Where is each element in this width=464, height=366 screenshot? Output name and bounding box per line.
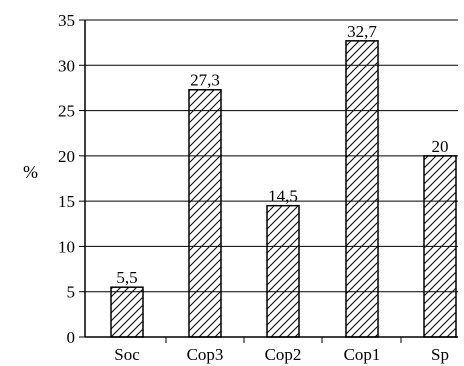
data-label: 20 bbox=[432, 137, 449, 156]
bars bbox=[110, 40, 457, 338]
y-tick-label: 35 bbox=[58, 11, 75, 30]
y-axis-label: % bbox=[23, 162, 38, 182]
bar-cop1 bbox=[345, 40, 379, 338]
x-category-label: Cop2 bbox=[265, 345, 302, 364]
axes bbox=[79, 19, 458, 343]
y-tick-label: 5 bbox=[67, 283, 76, 302]
bar-cop2 bbox=[266, 204, 300, 338]
data-label: 5,5 bbox=[116, 268, 137, 287]
y-tick-label: 30 bbox=[58, 56, 75, 75]
x-category-label: Sp bbox=[431, 345, 449, 364]
bar-soc bbox=[110, 286, 144, 338]
y-tick-label: 10 bbox=[58, 237, 75, 256]
labels: 0 5 10 15 20 25 30 35 5,5 Soc 27,3 Cop3 14,5 Cop2 32,7… bbox=[58, 11, 449, 364]
data-label: 32,7 bbox=[347, 22, 377, 41]
bar-cop3 bbox=[188, 88, 222, 338]
y-tick-label: 0 bbox=[67, 328, 76, 347]
y-tick-label: 25 bbox=[58, 102, 75, 121]
bar-sp bbox=[423, 155, 457, 338]
x-category-label: Soc bbox=[114, 345, 140, 364]
y-tick-label: 15 bbox=[58, 192, 75, 211]
grid-lines bbox=[85, 19, 458, 293]
data-label: 14,5 bbox=[268, 187, 298, 206]
data-label: 27,3 bbox=[190, 71, 220, 90]
x-category-label: Cop3 bbox=[187, 345, 224, 364]
y-tick-label: 20 bbox=[58, 147, 75, 166]
x-category-label: Cop1 bbox=[344, 345, 381, 364]
